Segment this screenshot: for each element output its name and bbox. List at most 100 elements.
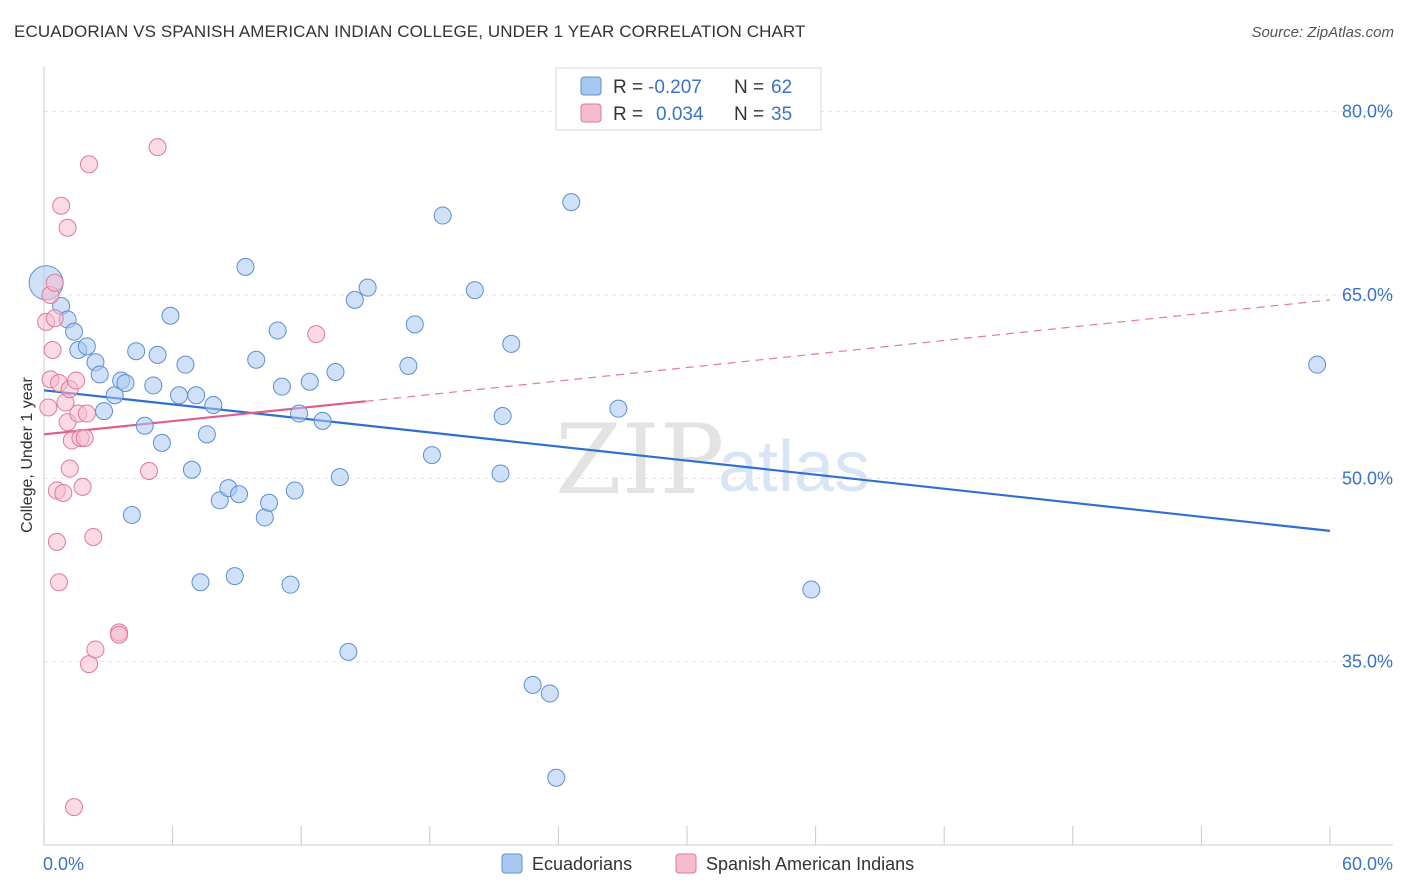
legend-box: R = -0.207 N = 62 R = 0.034 N = 35 — [555, 67, 822, 131]
point-ecuadorians-60 — [1308, 355, 1327, 374]
source-credit: Source: ZipAtlas.com — [1251, 24, 1394, 41]
point-ecuadorians-39 — [300, 372, 319, 391]
point-ecuadorians-11 — [116, 374, 135, 392]
trend-line-ecuadorians — [43, 389, 1331, 532]
legend-n-value-ecuadorians: 62 — [771, 77, 792, 98]
legend-swatch-spanish-american-indians — [580, 103, 602, 123]
point-ecuadorians-57 — [562, 193, 581, 212]
point-spanish-american-indians-26 — [84, 528, 103, 546]
point-ecuadorians-55 — [540, 684, 559, 703]
legend-r-value-spanish-american-indians: 0.034 — [656, 104, 704, 125]
point-spanish-american-indians-1 — [39, 398, 58, 417]
point-ecuadorians-35 — [272, 377, 291, 396]
y-tick-label-65: 65.0% — [1342, 285, 1393, 305]
x-tick-label-min: 0.0% — [43, 854, 84, 874]
point-spanish-american-indians-31 — [148, 138, 167, 157]
point-spanish-american-indians-21 — [73, 477, 92, 496]
legend-r-label-spanish-american-indians: R = — [613, 104, 643, 125]
point-ecuadorians-3 — [65, 322, 84, 341]
x-tick-label-max: 60.0% — [1342, 854, 1393, 874]
point-ecuadorians-23 — [191, 573, 210, 592]
point-spanish-american-indians-15 — [60, 459, 79, 478]
point-ecuadorians-58 — [609, 399, 628, 418]
point-ecuadorians-40 — [313, 411, 332, 430]
point-ecuadorians-49 — [433, 206, 452, 225]
point-ecuadorians-26 — [210, 491, 229, 510]
axes — [43, 67, 1393, 846]
point-ecuadorians-28 — [225, 567, 244, 586]
point-ecuadorians-18 — [161, 306, 180, 325]
point-ecuadorians-21 — [182, 460, 201, 479]
legend-r-label-ecuadorians: R = — [613, 77, 643, 98]
point-ecuadorians-20 — [176, 355, 195, 374]
point-ecuadorians-33 — [260, 493, 279, 512]
point-ecuadorians-37 — [285, 481, 304, 500]
trend-lines — [43, 299, 1331, 532]
legend-n-label-spanish-american-indians: N = — [734, 104, 764, 125]
point-ecuadorians-16 — [148, 345, 167, 364]
point-spanish-american-indians-4 — [45, 309, 64, 328]
point-spanish-american-indians-29 — [110, 625, 129, 644]
point-ecuadorians-17 — [152, 433, 171, 452]
x-tick-labels: 0.0% 60.0% — [43, 854, 1393, 874]
bottom-legend-swatch-spanish-american-indians — [675, 853, 697, 874]
point-ecuadorians-12 — [122, 506, 141, 524]
y-tick-label-35: 35.0% — [1342, 652, 1393, 672]
point-ecuadorians-54 — [523, 675, 542, 694]
point-ecuadorians-53 — [502, 334, 521, 353]
chart-title: ECUADORIAN VS SPANISH AMERICAN INDIAN CO… — [14, 22, 806, 41]
watermark: ZIP atlas — [555, 404, 870, 516]
bottom-legend-label-ecuadorians: Ecuadorians — [532, 854, 632, 874]
point-ecuadorians-13 — [127, 342, 146, 361]
point-ecuadorians-30 — [236, 257, 255, 276]
bottom-legend-label-spanish-american-indians: Spanish American Indians — [706, 854, 914, 874]
point-spanish-american-indians-5 — [47, 532, 66, 551]
legend-n-label-ecuadorians: N = — [734, 77, 764, 98]
point-ecuadorians-51 — [491, 464, 510, 483]
point-ecuadorians-25 — [204, 396, 223, 414]
legend-r-value-ecuadorians: -0.207 — [648, 77, 702, 98]
point-spanish-american-indians-13 — [58, 218, 77, 237]
point-ecuadorians-52 — [493, 407, 512, 425]
watermark-zip: ZIP — [555, 404, 724, 516]
point-spanish-american-indians-18 — [67, 371, 86, 390]
point-spanish-american-indians-30 — [140, 462, 159, 480]
point-spanish-american-indians-22 — [75, 429, 94, 447]
point-ecuadorians-19 — [170, 386, 189, 405]
point-ecuadorians-45 — [358, 278, 377, 297]
point-ecuadorians-42 — [330, 468, 349, 487]
point-ecuadorians-47 — [405, 315, 424, 334]
legend-n-value-spanish-american-indians: 35 — [771, 104, 792, 125]
trend-line-extension-spanish-american-indians — [365, 299, 1331, 402]
point-ecuadorians-48 — [422, 446, 441, 465]
point-spanish-american-indians-9 — [52, 196, 71, 215]
legend-swatch-ecuadorians — [580, 76, 602, 96]
point-ecuadorians-44 — [345, 290, 364, 309]
point-ecuadorians-43 — [339, 642, 358, 661]
point-spanish-american-indians-25 — [80, 155, 99, 174]
point-ecuadorians-46 — [399, 356, 418, 375]
y-tick-label-50: 50.0% — [1342, 468, 1393, 488]
point-ecuadorians-5 — [77, 337, 96, 356]
point-spanish-american-indians-10 — [54, 484, 73, 502]
point-ecuadorians-59 — [802, 580, 821, 599]
y-tick-label-80: 80.0% — [1342, 102, 1393, 122]
data-points — [28, 138, 1327, 817]
point-spanish-american-indians-34 — [45, 273, 64, 292]
point-ecuadorians-34 — [268, 321, 287, 340]
point-ecuadorians-36 — [281, 575, 300, 594]
point-spanish-american-indians-23 — [77, 404, 96, 423]
trend-line-spanish-american-indians — [43, 400, 366, 436]
point-spanish-american-indians-27 — [86, 640, 105, 659]
point-ecuadorians-56 — [547, 768, 566, 787]
point-spanish-american-indians-7 — [50, 573, 69, 592]
point-ecuadorians-31 — [247, 350, 266, 369]
point-ecuadorians-15 — [144, 376, 163, 395]
point-ecuadorians-8 — [95, 402, 114, 421]
point-spanish-american-indians-32 — [307, 325, 326, 344]
gridlines — [44, 111, 1393, 663]
bottom-legend-swatch-ecuadorians — [501, 853, 523, 874]
y-tick-labels: 35.0% 50.0% 65.0% 80.0% — [1342, 102, 1393, 672]
point-ecuadorians-14 — [135, 416, 154, 435]
